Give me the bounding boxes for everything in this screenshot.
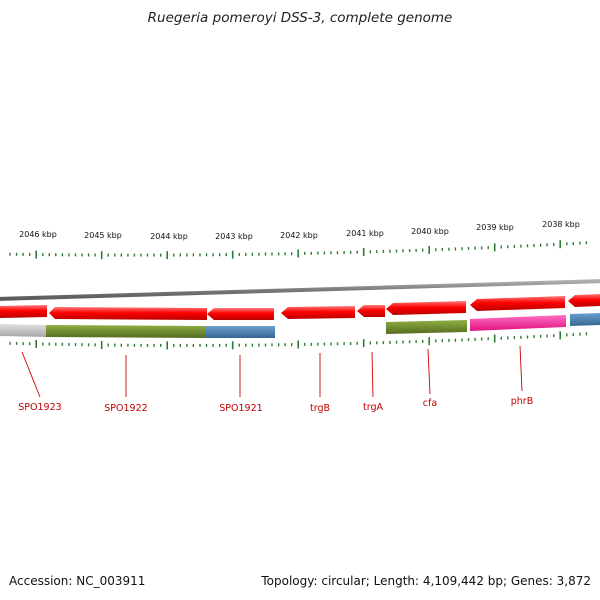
gene-track bbox=[0, 294, 600, 320]
gene-label-spo1922[interactable]: SPO1922 bbox=[104, 403, 147, 414]
scale-ticks-inner bbox=[9, 331, 588, 350]
scale-label-2038: 2038 kbp bbox=[542, 220, 580, 229]
category-bar-olive bbox=[386, 320, 467, 334]
genome-summary-text: Topology: circular; Length: 4,109,442 bp… bbox=[261, 574, 591, 588]
leader-line bbox=[519, 345, 523, 392]
gene-arrow[interactable] bbox=[470, 296, 565, 311]
gene-label-spo1923[interactable]: SPO1923 bbox=[18, 402, 61, 413]
scale-labels: 2046 kbp 2045 kbp 2044 kbp 2043 kbp 2042… bbox=[19, 220, 580, 241]
scale-label-2043: 2043 kbp bbox=[215, 232, 253, 241]
gene-label-spo1921[interactable]: SPO1921 bbox=[219, 403, 262, 414]
leader-line bbox=[21, 351, 41, 398]
category-bar-olive bbox=[46, 325, 206, 338]
leader-line bbox=[427, 348, 431, 395]
scale-ticks-outer bbox=[9, 240, 588, 260]
scale-label-2045: 2045 kbp bbox=[84, 231, 122, 240]
category-track bbox=[0, 313, 600, 338]
gene-arrow[interactable] bbox=[49, 307, 207, 320]
gene-arrow[interactable] bbox=[207, 308, 274, 320]
scale-label-2046: 2046 kbp bbox=[19, 230, 57, 239]
category-bar-magenta bbox=[470, 315, 566, 331]
gene-label-trga[interactable]: trgA bbox=[363, 402, 383, 413]
scale-label-2041: 2041 kbp bbox=[346, 229, 384, 238]
gene-label-phrb[interactable]: phrB bbox=[511, 396, 533, 407]
accession-text: Accession: NC_003911 bbox=[9, 574, 146, 588]
gene-arrow[interactable] bbox=[386, 301, 466, 315]
gene-arrow[interactable] bbox=[357, 305, 385, 317]
leader-line bbox=[371, 351, 374, 398]
gene-arrow[interactable] bbox=[281, 306, 355, 319]
gene-arrow[interactable] bbox=[568, 294, 600, 307]
category-bar-blue bbox=[570, 313, 600, 326]
genome-backbone bbox=[0, 279, 600, 301]
gene-arrow[interactable] bbox=[0, 305, 47, 318]
gene-label-trgb[interactable]: trgB bbox=[310, 403, 330, 414]
scale-label-2039: 2039 kbp bbox=[476, 223, 514, 232]
label-leaders bbox=[21, 345, 523, 398]
scale-label-2042: 2042 kbp bbox=[280, 231, 318, 240]
gene-label-cfa[interactable]: cfa bbox=[423, 398, 437, 409]
scale-label-2040: 2040 kbp bbox=[411, 227, 449, 236]
category-bar-blue bbox=[206, 326, 275, 338]
scale-label-2044: 2044 kbp bbox=[150, 232, 188, 241]
map-title: Ruegeria pomeroyi DSS-3, complete genome bbox=[147, 10, 453, 26]
gene-labels: SPO1923 SPO1922 SPO1921 trgB trgA cfa ph… bbox=[18, 396, 533, 414]
category-bar-grey bbox=[0, 324, 46, 337]
